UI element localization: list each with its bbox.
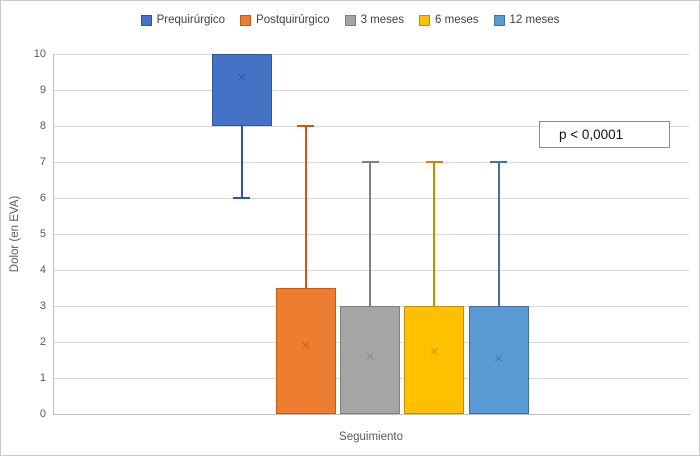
legend-item-2: 3 meses (344, 14, 405, 26)
y-tick-label: 5 (39, 228, 46, 240)
box-3 (404, 306, 465, 414)
upper-whisker (433, 162, 436, 306)
legend-item-0: Prequirúrgico (140, 14, 226, 26)
mean-marker: × (493, 350, 504, 368)
legend-swatch-icon (344, 14, 356, 26)
legend-label: 3 meses (360, 14, 405, 26)
legend-swatch-icon (240, 14, 252, 26)
legend-item-1: Postquirúrgico (240, 14, 330, 26)
p-value-annotation: p < 0,0001 (539, 121, 670, 148)
legend-label: Postquirúrgico (256, 14, 330, 26)
lower-whisker-cap (233, 197, 250, 199)
legend-label: Prequirúrgico (156, 14, 226, 26)
lower-whisker (240, 126, 243, 198)
mean-marker: × (429, 343, 439, 361)
y-tick-label: 4 (39, 264, 46, 276)
legend-label: 6 meses (435, 14, 479, 26)
box-0 (211, 54, 272, 126)
legend-label: 12 meses (509, 14, 560, 26)
upper-whisker (497, 162, 500, 306)
p-value-text: p < 0,0001 (559, 127, 624, 142)
y-tick-label: 10 (33, 48, 46, 60)
upper-whisker (369, 162, 371, 306)
gridline (53, 54, 689, 55)
gridline (53, 198, 689, 199)
y-axis-line (53, 54, 54, 415)
upper-whisker-cap (490, 161, 507, 163)
y-tick-label: 6 (39, 192, 46, 204)
gridline (53, 90, 689, 91)
gridline (53, 270, 689, 271)
y-tick-label: 0 (39, 408, 46, 420)
gridline (53, 126, 689, 127)
upper-whisker-cap (361, 161, 379, 163)
box-2 (340, 306, 400, 414)
mean-marker: × (301, 338, 311, 356)
gridline (53, 234, 689, 235)
mean-marker: × (236, 69, 247, 87)
legend: Prequirúrgico Postquirúrgico 3 meses 6 mese… (1, 14, 699, 26)
mean-marker: × (365, 348, 375, 366)
y-tick-label: 2 (39, 336, 46, 348)
legend-swatch-icon (493, 14, 505, 26)
y-tick-label: 7 (39, 156, 46, 168)
x-axis-line (53, 414, 690, 415)
plot-area: × × × × × (53, 54, 689, 415)
upper-whisker (304, 126, 307, 288)
upper-whisker-cap (425, 161, 443, 163)
legend-swatch-icon (419, 14, 431, 26)
upper-whisker-cap (297, 125, 315, 127)
x-axis-title: Seguimiento (339, 431, 403, 443)
y-tick-label: 8 (39, 120, 46, 132)
y-tick-label: 9 (39, 84, 46, 96)
y-tick-label: 3 (39, 300, 46, 312)
legend-swatch-icon (140, 14, 152, 26)
box-4 (468, 306, 529, 414)
y-tick-label: 1 (39, 372, 46, 384)
box-1 (275, 288, 336, 414)
legend-item-3: 6 meses (419, 14, 479, 26)
legend-item-4: 12 meses (493, 14, 560, 26)
